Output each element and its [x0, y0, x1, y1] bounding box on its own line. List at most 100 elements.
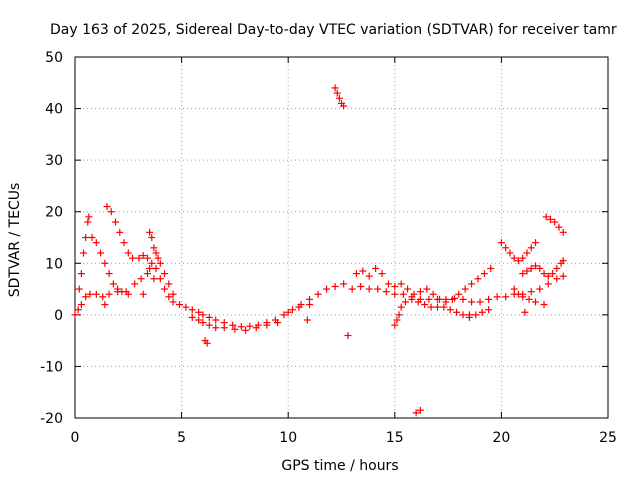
data-point	[103, 203, 111, 211]
x-tick-label: 15	[386, 430, 404, 446]
data-point	[523, 267, 531, 275]
data-point	[75, 285, 83, 293]
data-point	[109, 280, 117, 288]
data-point	[284, 308, 292, 316]
data-point	[165, 293, 173, 301]
data-point	[74, 306, 82, 314]
y-axis-label: SDTVAR / TECUs	[7, 183, 23, 298]
data-point	[453, 308, 461, 316]
data-point	[365, 285, 373, 293]
series-lower-branch	[188, 301, 314, 334]
data-point	[212, 324, 220, 332]
data-point	[559, 228, 567, 236]
data-point	[161, 285, 169, 293]
data-point	[352, 270, 360, 278]
data-point	[263, 321, 271, 329]
data-point	[220, 324, 228, 332]
data-point	[124, 290, 132, 298]
data-point	[378, 270, 386, 278]
data-point	[502, 293, 510, 301]
data-point	[468, 280, 476, 288]
data-point	[120, 239, 128, 247]
data-point	[124, 249, 132, 257]
data-point	[502, 244, 510, 252]
data-point	[519, 270, 527, 278]
data-point	[357, 282, 365, 290]
data-point	[86, 290, 94, 298]
data-point	[335, 94, 343, 102]
data-point	[148, 259, 156, 267]
data-point	[532, 239, 540, 247]
data-point	[433, 303, 441, 311]
data-point	[523, 249, 531, 257]
data-point	[331, 84, 339, 92]
y-tick-label: 20	[45, 205, 63, 221]
data-point	[532, 262, 540, 270]
data-point	[154, 254, 162, 262]
x-tick-label: 20	[492, 430, 510, 446]
data-point	[540, 301, 548, 309]
data-point	[544, 272, 552, 280]
data-point	[478, 308, 486, 316]
data-point	[82, 234, 90, 241]
data-point	[295, 303, 303, 311]
data-point	[393, 316, 401, 324]
y-tick-label: 50	[45, 50, 63, 66]
data-point	[485, 295, 493, 303]
data-point	[459, 311, 467, 319]
data-point	[549, 270, 557, 278]
data-point	[314, 290, 322, 298]
data-point	[150, 244, 158, 252]
data-point	[521, 308, 529, 316]
y-tick-label: 30	[45, 153, 63, 169]
data-point	[423, 285, 431, 293]
data-point	[448, 295, 456, 303]
data-point	[416, 406, 424, 414]
data-point	[71, 311, 79, 319]
data-point	[175, 301, 183, 309]
axis-ticks: 0 5 10 15 20 25 -20 -10 0 10 20 30 40 50	[40, 50, 617, 446]
data-point	[129, 254, 137, 262]
x-tick-label: 25	[599, 430, 617, 446]
data-point	[401, 298, 409, 306]
data-point	[559, 257, 567, 265]
data-point	[306, 301, 314, 309]
data-point	[116, 228, 124, 236]
data-point	[527, 288, 535, 296]
data-point	[429, 290, 437, 298]
data-point	[112, 218, 120, 226]
data-point	[480, 270, 488, 278]
data-point	[242, 326, 250, 334]
data-point	[412, 409, 420, 417]
data-point	[118, 288, 126, 296]
chart-title: Day 163 of 2025, Sidereal Day-to-day VTE…	[50, 22, 617, 38]
data-point	[436, 295, 444, 303]
data-point	[340, 280, 348, 288]
data-point	[440, 303, 448, 311]
data-point	[485, 306, 493, 314]
data-point	[425, 295, 433, 303]
data-point	[323, 285, 331, 293]
data-point	[169, 290, 177, 298]
data-point	[365, 272, 373, 280]
data-point	[101, 301, 109, 309]
series-peak-track	[103, 203, 158, 283]
data-point	[148, 234, 156, 241]
data-point	[152, 264, 160, 272]
x-axis-label: GPS time / hours	[281, 458, 398, 474]
data-point	[80, 249, 88, 257]
data-point	[331, 282, 339, 290]
data-point	[161, 270, 169, 278]
data-point	[137, 275, 145, 283]
data-point	[139, 252, 147, 260]
data-point	[372, 264, 380, 272]
data-point	[525, 295, 533, 303]
x-tick-label: 0	[71, 430, 80, 446]
y-tick-label: -20	[40, 411, 63, 427]
data-point	[82, 293, 90, 301]
data-point	[397, 303, 405, 311]
data-point	[391, 321, 399, 329]
data-point	[416, 288, 424, 296]
series-secondary-track	[75, 213, 132, 298]
data-point	[84, 218, 92, 226]
